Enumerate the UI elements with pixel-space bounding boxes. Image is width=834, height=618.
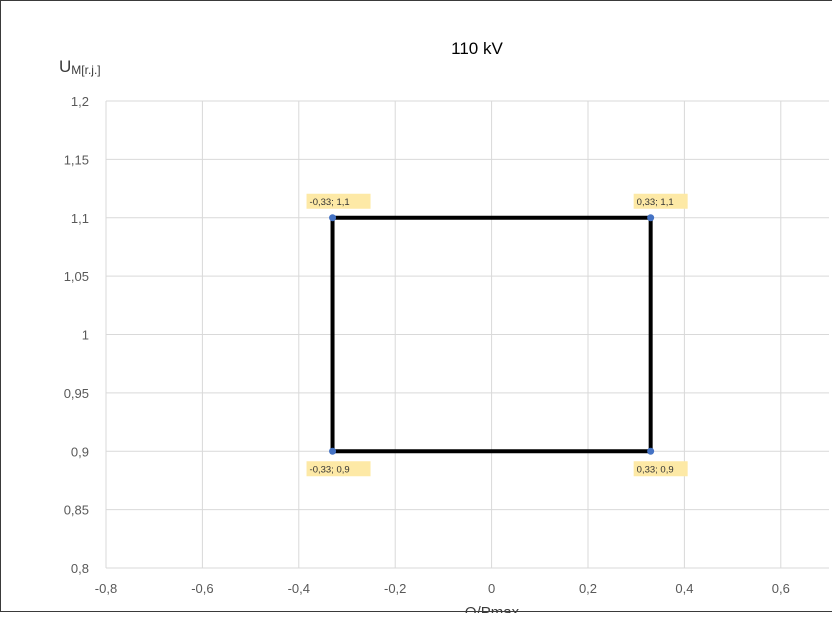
data-label-box (306, 193, 371, 209)
y-tick-label: 1,1 (71, 211, 89, 226)
x-tick-label: 0,4 (675, 581, 693, 596)
data-label: 0,33; 1,1 (637, 197, 674, 208)
data-point (647, 447, 655, 455)
y-tick-label: 1,2 (71, 94, 89, 109)
x-tick-label: -0,2 (384, 581, 406, 596)
data-point (329, 447, 337, 455)
data-label: -0,33; 1,1 (310, 197, 350, 208)
data-label-box (633, 461, 688, 477)
y-tick-label: 1,15 (64, 152, 89, 167)
x-tick-label: -0,6 (191, 581, 213, 596)
data-point (329, 214, 337, 222)
chart-title: 110 kV (451, 39, 503, 58)
x-tick-label: -0,4 (288, 581, 310, 596)
x-tick-label: 0,2 (579, 581, 597, 596)
data-label: 0,33; 0,9 (637, 464, 674, 475)
y-axis-label: UM[r.j.] (59, 57, 101, 77)
x-tick-label: 0 (488, 581, 495, 596)
data-label: -0,33; 0,9 (310, 464, 350, 475)
data-label-box (633, 193, 688, 209)
x-tick-label: 0,6 (772, 581, 790, 596)
data-point (647, 214, 655, 222)
y-tick-label: 0,8 (71, 561, 89, 576)
y-tick-label: 0,9 (71, 444, 89, 459)
x-tick-label: -0,8 (95, 581, 117, 596)
y-tick-label: 1 (82, 328, 89, 343)
data-label-box (306, 461, 371, 477)
y-tick-label: 0,85 (64, 503, 89, 518)
y-tick-label: 1,05 (64, 269, 89, 284)
y-tick-label: 0,95 (64, 386, 89, 401)
